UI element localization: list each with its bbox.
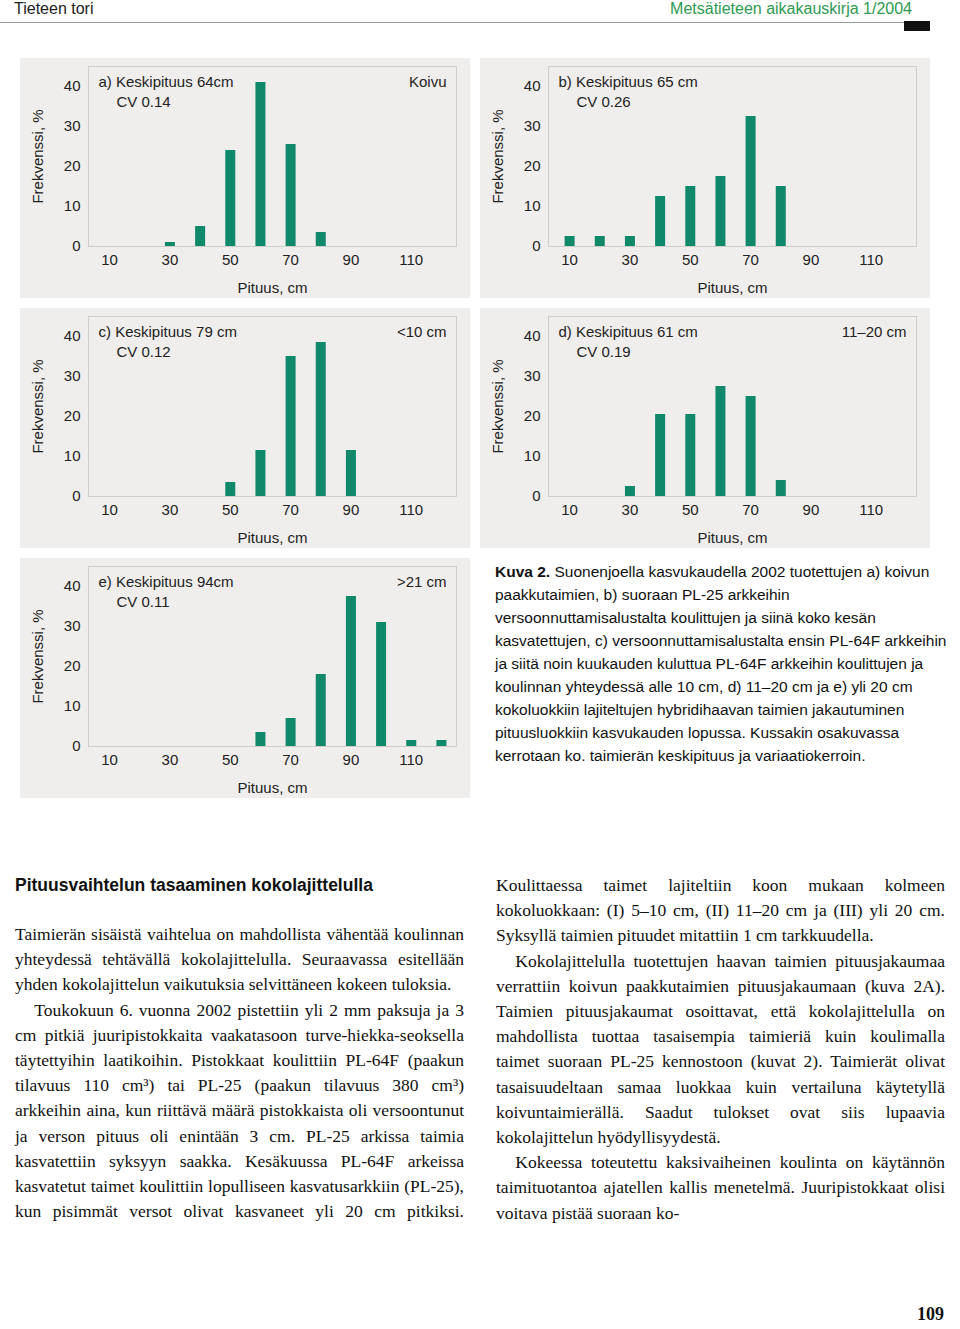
svg-text:Frekvenssi, %: Frekvenssi, % xyxy=(489,109,506,203)
svg-text:30: 30 xyxy=(64,617,81,634)
svg-text:30: 30 xyxy=(524,367,541,384)
svg-text:Koivu: Koivu xyxy=(409,73,447,90)
html-text:Kokolajittelulla tuotettujen h: Kokolajittelulla tuotettujen haavan taim… xyxy=(496,950,945,1147)
svg-text:Pituus, cm: Pituus, cm xyxy=(697,279,767,296)
svg-text:0: 0 xyxy=(72,487,80,504)
svg-text:10: 10 xyxy=(561,501,578,518)
svg-text:30: 30 xyxy=(524,117,541,134)
svg-text:10: 10 xyxy=(101,501,118,518)
svg-text:10: 10 xyxy=(64,197,81,214)
svg-text:30: 30 xyxy=(622,501,639,518)
svg-text:30: 30 xyxy=(622,251,639,268)
html-text:Kokeessa toteutettu kaksivaihe: Kokeessa toteutettu kaksivaiheinen kouli… xyxy=(496,1152,945,1223)
svg-text:Pituus, cm: Pituus, cm xyxy=(237,529,307,546)
html-text:Pituusvaihtelun tasaaminen kok: Pituusvaihtelun tasaaminen kokolajittelu… xyxy=(15,875,373,895)
html-text:Taimierän sisäistä vaihtelua o: Taimierän sisäistä vaihtelua on mahdolli… xyxy=(15,924,464,995)
svg-text:70: 70 xyxy=(282,251,299,268)
svg-text:10: 10 xyxy=(64,447,81,464)
svg-text:20: 20 xyxy=(64,157,81,174)
svg-text:CV 0.11: CV 0.11 xyxy=(117,593,170,610)
svg-text:30: 30 xyxy=(64,117,81,134)
html-text:Toukokuun 6. vuonna 2002 piste: Toukokuun 6. vuonna 2002 pistettiin yli … xyxy=(15,875,945,1222)
svg-text:70: 70 xyxy=(742,501,759,518)
svg-text:10: 10 xyxy=(101,751,118,768)
svg-text:40: 40 xyxy=(64,577,81,594)
svg-text:10: 10 xyxy=(64,697,81,714)
svg-text:50: 50 xyxy=(682,501,699,518)
html-text:Tieteen tori: Tieteen tori xyxy=(14,0,94,17)
svg-text:30: 30 xyxy=(162,501,179,518)
svg-text:90: 90 xyxy=(343,751,360,768)
svg-text:40: 40 xyxy=(524,77,541,94)
svg-text:40: 40 xyxy=(64,327,81,344)
svg-text:40: 40 xyxy=(524,327,541,344)
svg-text:50: 50 xyxy=(222,501,239,518)
svg-text:0: 0 xyxy=(532,237,540,254)
svg-text:10: 10 xyxy=(524,197,541,214)
svg-text:110: 110 xyxy=(859,251,883,268)
svg-text:70: 70 xyxy=(282,751,299,768)
svg-text:30: 30 xyxy=(162,751,179,768)
svg-text:CV 0.26: CV 0.26 xyxy=(577,93,631,110)
svg-text:Pituus, cm: Pituus, cm xyxy=(237,779,307,796)
svg-text:a) Keskipituus 64cm: a) Keskipituus 64cm xyxy=(99,73,234,90)
svg-text:30: 30 xyxy=(64,367,81,384)
svg-text:50: 50 xyxy=(682,251,699,268)
svg-text:>21 cm: >21 cm xyxy=(397,573,447,590)
svg-text:10: 10 xyxy=(561,251,578,268)
svg-text:Frekvenssi, %: Frekvenssi, % xyxy=(29,609,46,703)
svg-text:90: 90 xyxy=(803,251,820,268)
svg-text:Frekvenssi, %: Frekvenssi, % xyxy=(489,359,506,453)
svg-text:<10 cm: <10 cm xyxy=(397,323,447,340)
svg-text:110: 110 xyxy=(859,501,883,518)
svg-text:c) Keskipituus 79 cm: c) Keskipituus 79 cm xyxy=(99,323,237,340)
svg-text:20: 20 xyxy=(524,407,541,424)
svg-text:CV 0.14: CV 0.14 xyxy=(117,93,171,110)
svg-text:11–20 cm: 11–20 cm xyxy=(842,323,907,340)
svg-text:90: 90 xyxy=(803,501,820,518)
html-text:Metsätieteen aikakauskirja 1/2: Metsätieteen aikakauskirja 1/2004 xyxy=(670,0,912,17)
svg-text:20: 20 xyxy=(524,157,541,174)
svg-text:90: 90 xyxy=(343,501,360,518)
svg-text:110: 110 xyxy=(399,251,423,268)
svg-text:20: 20 xyxy=(64,407,81,424)
svg-text:Frekvenssi, %: Frekvenssi, % xyxy=(29,109,46,203)
svg-text:0: 0 xyxy=(532,487,540,504)
svg-text:0: 0 xyxy=(72,237,80,254)
svg-text:70: 70 xyxy=(742,251,759,268)
svg-text:e) Keskipituus 94cm: e) Keskipituus 94cm xyxy=(99,573,234,590)
svg-text:Pituus, cm: Pituus, cm xyxy=(697,529,767,546)
html-text:109: 109 xyxy=(917,1304,944,1324)
svg-text:CV 0.19: CV 0.19 xyxy=(577,343,631,360)
svg-text:0: 0 xyxy=(72,737,80,754)
svg-text:50: 50 xyxy=(222,751,239,768)
svg-text:40: 40 xyxy=(64,77,81,94)
svg-text:10: 10 xyxy=(524,447,541,464)
svg-text:Frekvenssi, %: Frekvenssi, % xyxy=(29,359,46,453)
svg-text:110: 110 xyxy=(399,501,423,518)
svg-text:30: 30 xyxy=(162,251,179,268)
svg-text:90: 90 xyxy=(343,251,360,268)
svg-text:Pituus, cm: Pituus, cm xyxy=(237,279,307,296)
svg-text:b) Keskipituus 65 cm: b) Keskipituus 65 cm xyxy=(559,73,698,90)
html-text:Kuva 2. Suonenjoella kasvukaud: Kuva 2. Suonenjoella kasvukaudella 2002 … xyxy=(495,563,947,764)
svg-text:50: 50 xyxy=(222,251,239,268)
svg-text:70: 70 xyxy=(282,501,299,518)
svg-text:20: 20 xyxy=(64,657,81,674)
svg-text:d) Keskipituus 61 cm: d) Keskipituus 61 cm xyxy=(559,323,698,340)
svg-text:10: 10 xyxy=(101,251,118,268)
svg-text:CV 0.12: CV 0.12 xyxy=(117,343,171,360)
svg-text:110: 110 xyxy=(399,751,423,768)
